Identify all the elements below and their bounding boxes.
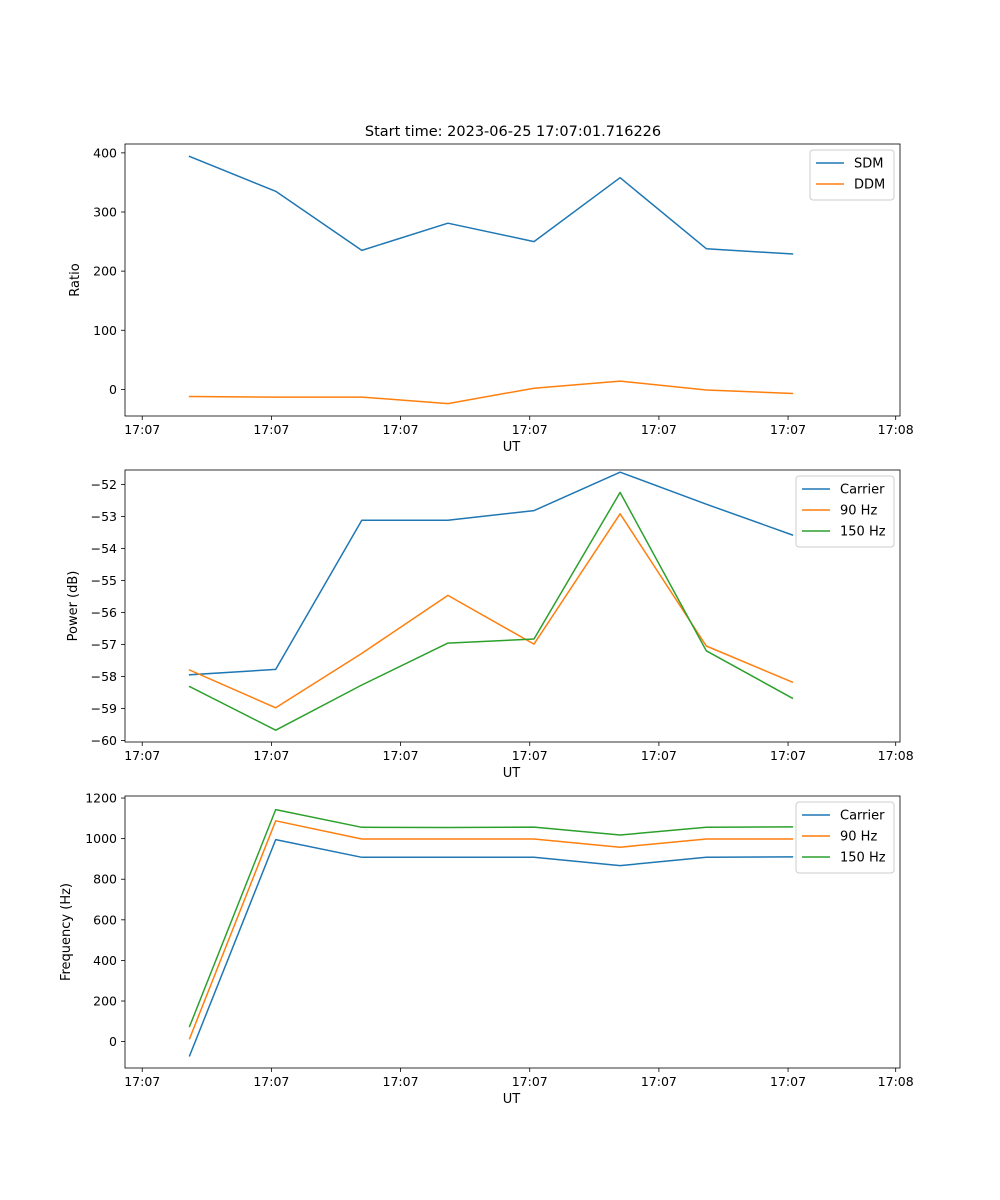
power-legend-label-1: Carrier — [840, 483, 885, 498]
power-ytick-label: −57 — [91, 637, 117, 652]
ratio-ytick-label: 100 — [93, 323, 117, 338]
power-xtick-label: 17:07 — [512, 748, 548, 763]
ratio-chart: 17:07 17:07 17:07 17:07 17:07 17:07 17:08 0 100 2… — [68, 143, 914, 455]
frequency-plot-frame — [124, 795, 901, 1069]
frequency-ytick-label: 800 — [93, 872, 117, 887]
ratio-xtick-label: 17:07 — [124, 422, 160, 437]
power-y-axis-label: Power (dB) — [66, 571, 81, 642]
power-series-3-line — [188, 491, 794, 731]
power-xtick-label: 17:08 — [878, 748, 914, 763]
power-x-axis-label: UT — [503, 766, 521, 781]
frequency-legend-label-1: Carrier — [840, 809, 885, 824]
power-xtick-label: 17:07 — [641, 748, 677, 763]
power-ytick-label: −55 — [91, 573, 117, 588]
frequency-xtick-label: 17:08 — [878, 1074, 914, 1089]
ratio-series-1-line — [188, 155, 794, 255]
ratio-ytick-label: 200 — [93, 264, 117, 279]
ratio-x-axis-label: UT — [503, 440, 521, 455]
ratio-ytick-label: 300 — [93, 205, 117, 220]
power-series-2-line — [188, 513, 794, 709]
frequency-ytick-label: 1200 — [85, 791, 117, 806]
ratio-xtick-label: 17:07 — [770, 422, 806, 437]
ratio-legend-label-2: DDM — [854, 178, 885, 193]
power-ytick-label: −58 — [91, 669, 117, 684]
ratio-xtick-label: 17:07 — [253, 422, 289, 437]
power-ytick-label: −60 — [91, 733, 117, 748]
power-ytick-label: −56 — [91, 605, 117, 620]
power-xtick-label: 17:07 — [383, 748, 419, 763]
power-legend-label-2: 90 Hz — [840, 504, 877, 519]
ratio-xtick-label: 17:07 — [641, 422, 677, 437]
frequency-series-2-line — [188, 820, 794, 1040]
ratio-ytick-label: 400 — [93, 145, 117, 160]
ratio-plot-frame — [124, 143, 901, 417]
frequency-xtick-label: 17:07 — [641, 1074, 677, 1089]
power-ytick-label: −52 — [91, 477, 117, 492]
frequency-legend-box — [795, 801, 895, 874]
power-ytick-label: −54 — [91, 541, 117, 556]
ratio-xtick-label: 17:07 — [512, 422, 548, 437]
frequency-legend-label-2: 90 Hz — [840, 830, 877, 845]
power-series-1-line — [188, 471, 794, 676]
ratio-ytick-label: 0 — [109, 382, 117, 397]
frequency-ytick-label: 400 — [93, 953, 117, 968]
power-legend-box — [795, 475, 895, 548]
frequency-xtick-label: 17:07 — [512, 1074, 548, 1089]
frequency-ytick-label: 200 — [93, 994, 117, 1009]
frequency-ytick-label: 1000 — [85, 831, 117, 846]
ratio-legend-label-1: SDM — [854, 157, 883, 172]
ratio-xtick-label: 17:07 — [383, 422, 419, 437]
power-xtick-label: 17:07 — [253, 748, 289, 763]
ratio-y-axis-label: Ratio — [68, 263, 83, 296]
frequency-xtick-label: 17:07 — [124, 1074, 160, 1089]
frequency-ytick-label: 600 — [93, 912, 117, 927]
power-ytick-label: −53 — [91, 509, 117, 524]
frequency-xtick-label: 17:07 — [383, 1074, 419, 1089]
frequency-series-1-line — [188, 838, 794, 1057]
frequency-series-3-line — [188, 808, 794, 1028]
power-ytick-label: −59 — [91, 701, 117, 716]
power-chart: 17:07 17:07 17:07 17:07 17:07 17:07 17:08 −60 −5… — [66, 469, 914, 781]
frequency-chart: 17:07 17:07 17:07 17:07 17:07 17:07 17:08 0 200 4… — [59, 791, 914, 1107]
frequency-x-axis-label: UT — [503, 1092, 521, 1107]
frequency-legend-label-3: 150 Hz — [840, 851, 886, 866]
frequency-y-axis-label: Frequency (Hz) — [59, 883, 74, 981]
ratio-series-2-line — [188, 380, 794, 405]
ratio-xtick-label: 17:08 — [878, 422, 914, 437]
frequency-xtick-label: 17:07 — [253, 1074, 289, 1089]
figure-title: Start time: 2023-06-25 17:07:01.716226 — [365, 124, 661, 140]
power-legend-label-3: 150 Hz — [840, 525, 886, 540]
power-xtick-label: 17:07 — [124, 748, 160, 763]
frequency-xtick-label: 17:07 — [770, 1074, 806, 1089]
power-plot-frame — [124, 469, 901, 743]
power-xtick-label: 17:07 — [770, 748, 806, 763]
frequency-ytick-label: 0 — [109, 1034, 117, 1049]
